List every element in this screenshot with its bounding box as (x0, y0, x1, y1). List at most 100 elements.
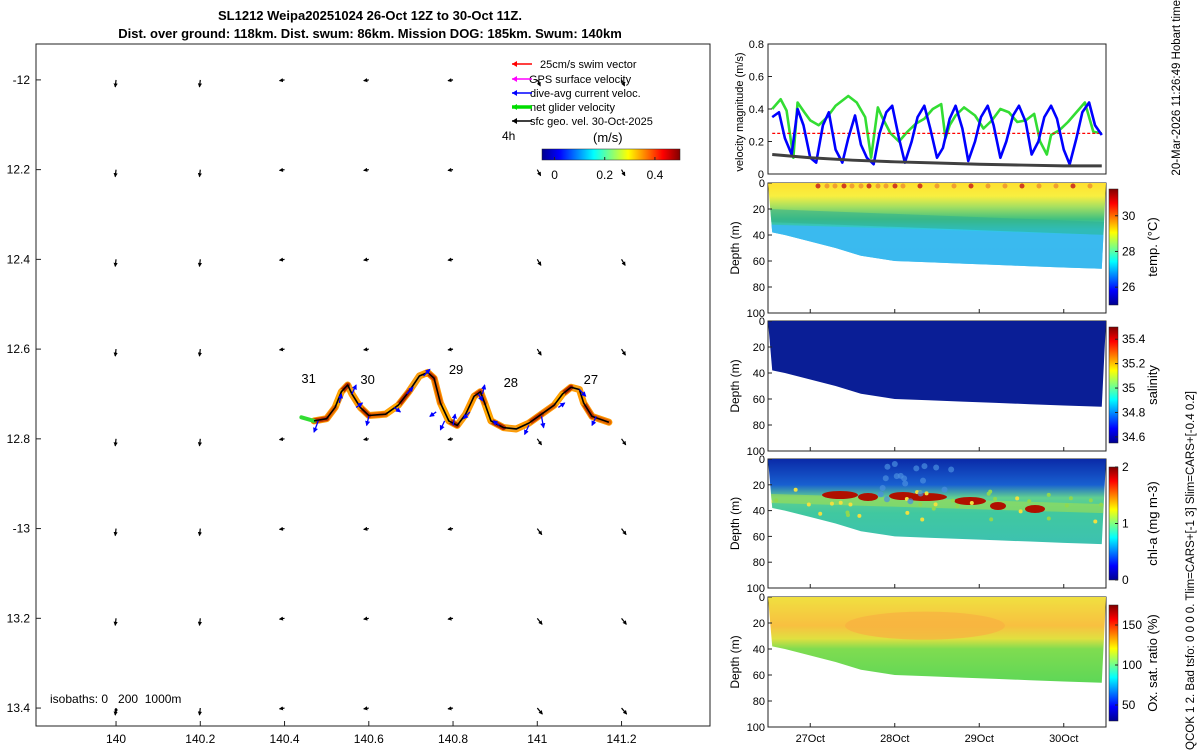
temperature-surface-dot (883, 183, 889, 189)
sfc-geo-arrow (278, 78, 285, 83)
legend-swatch-head (512, 76, 517, 82)
chla-hotspot (954, 497, 986, 505)
sfc-geo-arrow (113, 169, 118, 178)
salinity-ytick-label: 40 (753, 368, 765, 380)
chla-mix-point (920, 477, 927, 484)
chla-point (969, 501, 974, 506)
oxygen-ytick-label: 60 (753, 670, 765, 682)
sfc-geo-arrow (621, 259, 626, 266)
dive-avg-arrow (578, 389, 587, 397)
sfc-geo-arrow (447, 526, 454, 531)
day-label: 29 (449, 362, 463, 377)
sfc-geo-arrow (621, 79, 626, 87)
colorbar-tick-label: 0 (551, 168, 558, 182)
map-origin-dot (114, 708, 118, 712)
chla-hotspot (858, 493, 878, 501)
chla-ytick-label: 20 (753, 480, 765, 492)
sfc-geo-arrow (113, 438, 118, 447)
title-line-1: SL1212 Weipa20251024 26-Oct 12Z to 30-Oc… (218, 8, 522, 23)
chla-point (918, 502, 923, 507)
sfc-geo-arrow (278, 437, 285, 442)
temperature-surface-dot (1019, 183, 1025, 189)
sfc-geo-arrow (363, 347, 369, 352)
sfc-geo-arrow (363, 526, 369, 531)
map-ytick-label: -13 (13, 522, 31, 536)
chla-mix-point (948, 466, 955, 473)
salinity-ctick-label: 34.8 (1122, 405, 1146, 419)
sfc-geo-arrow (197, 528, 202, 537)
sfc-geo-arrow (278, 526, 285, 531)
chla-point (838, 500, 843, 505)
section-panel-salinity: 0 20 40 60 80 100 Depth (m) 34.6 34.8 35 35.2 35.4 s… (728, 316, 1160, 458)
legend-swatch-head (512, 118, 517, 124)
chla-mix-point (933, 464, 940, 471)
sfc-geo-arrow (447, 706, 454, 711)
sfc-geo-arrow (363, 257, 369, 262)
chla-mix-point (941, 486, 948, 493)
dive-avg-arrow (591, 416, 597, 427)
sfc-geo-arrow (197, 707, 202, 716)
colorbar-tick-label: 0.2 (596, 168, 613, 182)
chla-point (933, 502, 938, 507)
dive-avg-arrow (524, 425, 530, 436)
sfc-geo-arrow (278, 257, 285, 262)
map-panel: 140 140.2 140.4 140.6 140.8 141 141.2 -12 12.2 1… (7, 43, 711, 746)
chla-point (1046, 516, 1051, 521)
time-xtick-label: 30Oct (1049, 733, 1078, 745)
chla-ytick-label: 100 (747, 583, 765, 595)
dive-avg-arrow (313, 420, 319, 433)
temperature-surface-dot (832, 183, 838, 189)
velocity-ytick-label: 0 (758, 169, 764, 181)
chla-hotspot (903, 493, 947, 501)
day-label: 31 (301, 371, 315, 386)
sfc-geo-arrow (197, 438, 202, 447)
chla-point (806, 502, 811, 507)
temperature-surface-dot (934, 183, 940, 189)
dive-avg-arrow (337, 393, 343, 404)
chla-point (1018, 509, 1023, 514)
salinity-colorbar (1108, 326, 1119, 444)
map-xtick-label: 140 (106, 732, 126, 746)
map-time-label: 4h (502, 129, 515, 143)
temperature-surface-dot (1053, 183, 1059, 189)
map-legend-diveavg: dive-avg current veloc. (530, 88, 641, 100)
chla-ctick-label: 2 (1122, 460, 1129, 474)
chla-point (1088, 498, 1093, 503)
oxygen-ytick-label: 40 (753, 644, 765, 656)
chla-point (848, 502, 853, 507)
dive-avg-arrow (423, 368, 431, 377)
sfc-geo-arrow (447, 616, 454, 621)
temperature-surface-dot (968, 183, 974, 189)
legend-swatch-head (512, 61, 517, 67)
velocity-ytick-label: 0.6 (749, 72, 764, 84)
chla-point (774, 498, 779, 503)
map-legend-net: net glider velocity (530, 102, 615, 114)
sfc-geo-arrow (447, 78, 454, 83)
temperature-surface-dot (875, 183, 881, 189)
temperature-ytick-label: 40 (753, 230, 765, 242)
salinity-ylabel: Depth (m) (728, 359, 742, 412)
chla-ytick-label: 0 (759, 454, 765, 466)
temperature-surface-dot (815, 183, 821, 189)
colorbar-tick-label: 0.4 (647, 168, 664, 182)
sfc-geo-arrow (363, 78, 369, 83)
chla-mix-point (884, 463, 891, 470)
chla-mix-point (907, 498, 914, 505)
temperature-surface-dot (824, 183, 830, 189)
chla-point (905, 510, 910, 515)
temperature-colorbar-label: temp. (°C) (1145, 217, 1160, 276)
track-start-segment (299, 415, 317, 423)
chla-mix-point (891, 461, 898, 468)
dive-avg-arrow (355, 402, 364, 408)
temperature-surface-dot (1002, 183, 1008, 189)
oxygen-ytick-label: 20 (753, 618, 765, 630)
dive-avg-arrow (477, 393, 484, 402)
track-line (313, 371, 610, 430)
time-xtick-label: 28Oct (880, 733, 909, 745)
temperature-surface-dot (1036, 183, 1042, 189)
map-colorbar (541, 148, 681, 161)
dive-avg-arrow (462, 411, 471, 420)
section-panel-chla: 0 20 40 60 80 100 Depth (m) 0 1 2 chl-a (mg m-3) (728, 454, 1160, 595)
temperature-surface-dot (1087, 183, 1093, 189)
salinity-ytick-label: 0 (759, 316, 765, 328)
